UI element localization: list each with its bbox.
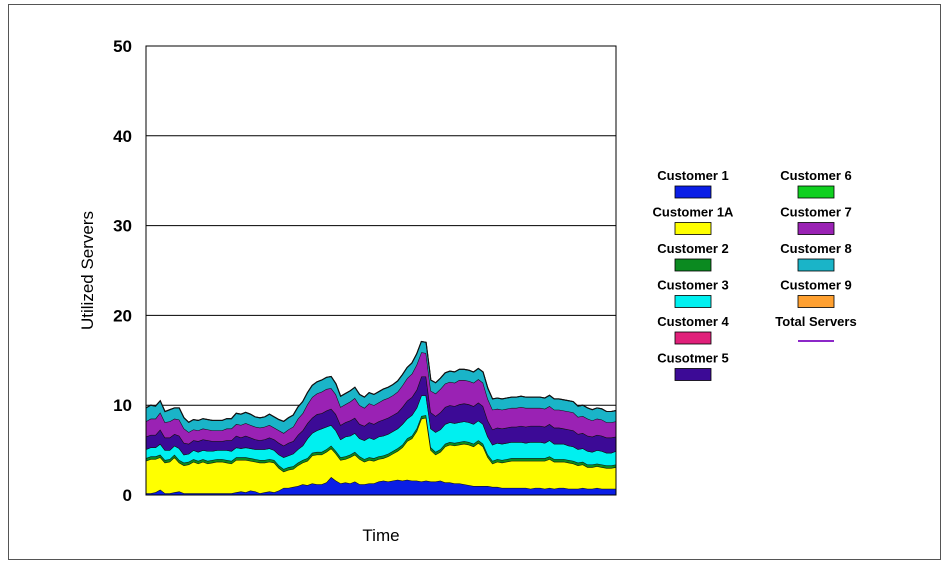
area-edge-customer-9: [145, 340, 617, 423]
y-axis-title: Utilized Servers: [78, 211, 97, 330]
y-tick-label-10: 10: [113, 396, 132, 415]
legend-label-customer-7: Customer 7: [780, 205, 852, 220]
legend: Customer 1 Customer 1A Customer 2 Customer …: [653, 168, 857, 381]
legend-label-customer-3: Customer 3: [657, 278, 729, 293]
area-customer-1: [146, 477, 616, 495]
x-axis-title: Time: [362, 526, 399, 545]
legend-swatch-cusotmer-5: [674, 368, 712, 381]
legend-swatch-customer-4: [674, 331, 712, 345]
area-cusotmer-5: [146, 376, 616, 458]
legend-label-customer-2: Customer 2: [657, 241, 729, 256]
legend-label-cusotmer-5: Cusotmer 5: [657, 351, 729, 366]
y-tick-label-0: 0: [123, 486, 132, 505]
legend-label-customer-4: Customer 4: [657, 314, 729, 329]
y-tick-label-40: 40: [113, 127, 132, 146]
y-tick-label-30: 30: [113, 217, 132, 236]
y-tick-label-20: 20: [113, 306, 132, 325]
area-customer-1a: [146, 417, 616, 494]
area-series: [145, 340, 617, 495]
legend-label-customer-9: Customer 9: [780, 278, 852, 293]
y-tick-label-50: 50: [113, 37, 132, 56]
legend-label-customer-1a: Customer 1A: [653, 205, 735, 220]
legend-label-customer-8: Customer 8: [780, 241, 852, 256]
area-customer-3: [146, 395, 616, 469]
legend-label-total-servers: Total Servers: [775, 314, 856, 329]
legend-label-customer-6: Customer 6: [780, 168, 852, 183]
legend-swatch-customer-3: [674, 295, 712, 308]
legend-swatch-customer-7: [797, 222, 835, 235]
area-customer-7: [146, 352, 616, 446]
plot-border: [145, 45, 617, 496]
legend-swatch-customer-1a: [674, 222, 712, 235]
legend-swatch-customer-8: [797, 258, 835, 272]
legend-label-customer-1: Customer 1: [657, 168, 729, 183]
legend-swatch-customer-1: [674, 185, 712, 199]
legend-swatch-customer-9: [797, 295, 835, 308]
legend-swatch-customer-2: [674, 258, 712, 272]
legend-swatch-customer-6: [797, 185, 835, 199]
y-tick-labels: 0 10 20 30 40 50: [113, 37, 132, 505]
area-customer-8: [146, 341, 616, 434]
